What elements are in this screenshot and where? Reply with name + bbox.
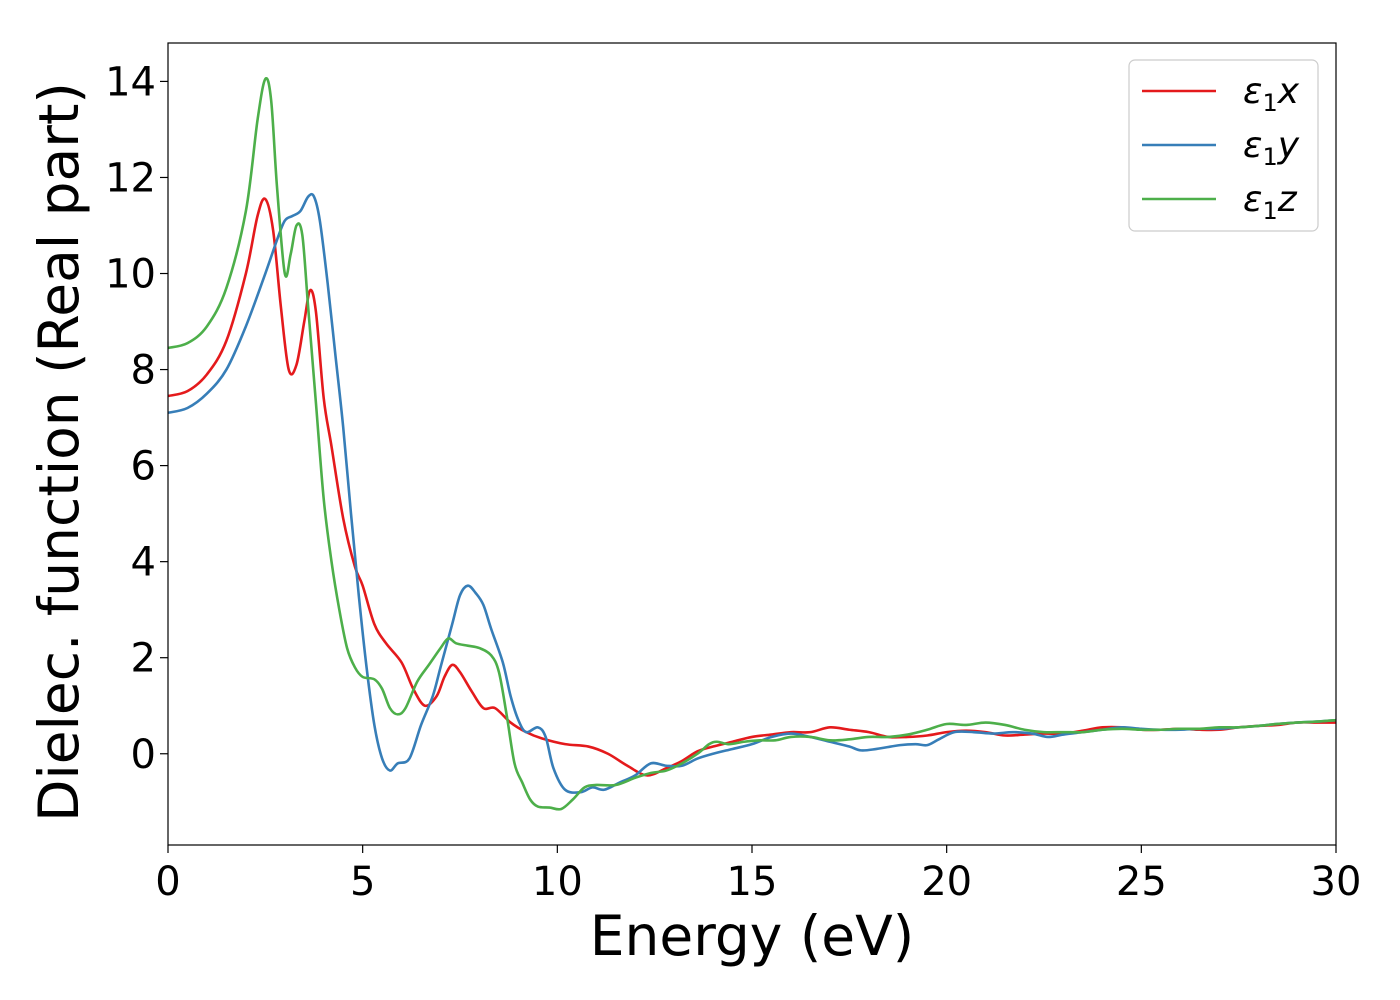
y-tick-label: 6 [131, 444, 156, 490]
y-tick-label: 2 [131, 636, 156, 682]
x-tick-label: 30 [1311, 859, 1362, 905]
legend-entry-z: ε1z [1142, 179, 1298, 225]
legend-label: ε1z [1243, 179, 1298, 225]
legend-label: ε1x [1243, 71, 1300, 117]
x-tick-label: 15 [727, 859, 778, 905]
x-tick-label: 20 [921, 859, 972, 905]
y-tick-label: 10 [105, 252, 156, 298]
y-tick-label: 12 [105, 155, 156, 201]
legend-label: ε1y [1243, 125, 1300, 171]
series-line-x [168, 197, 1336, 777]
y-axis-ticks: 0 2 4 6 8 10 12 14 [105, 59, 168, 778]
legend-entry-x: ε1x [1142, 71, 1300, 117]
x-tick-label: 5 [350, 859, 375, 905]
x-tick-label: 10 [532, 859, 583, 905]
x-tick-label: 0 [155, 859, 180, 905]
y-axis-label: Dielec. function (Real part) [27, 82, 91, 822]
series-line-y [168, 192, 1336, 794]
y-tick-label: 0 [131, 732, 156, 778]
y-tick-label: 8 [131, 348, 156, 394]
legend-box [1128, 59, 1319, 232]
y-tick-label: 4 [131, 540, 156, 586]
x-axis-label: Energy (eV) [590, 904, 914, 968]
y-tick-label: 14 [105, 59, 156, 105]
x-axis-ticks: 0 5 10 15 20 25 30 [155, 845, 1361, 905]
series-layer [168, 76, 1336, 811]
legend-entry-y: ε1y [1142, 125, 1300, 171]
series-line-z [168, 76, 1336, 811]
legend: ε1x ε1y ε1z [1128, 59, 1319, 232]
x-tick-label: 25 [1116, 859, 1167, 905]
